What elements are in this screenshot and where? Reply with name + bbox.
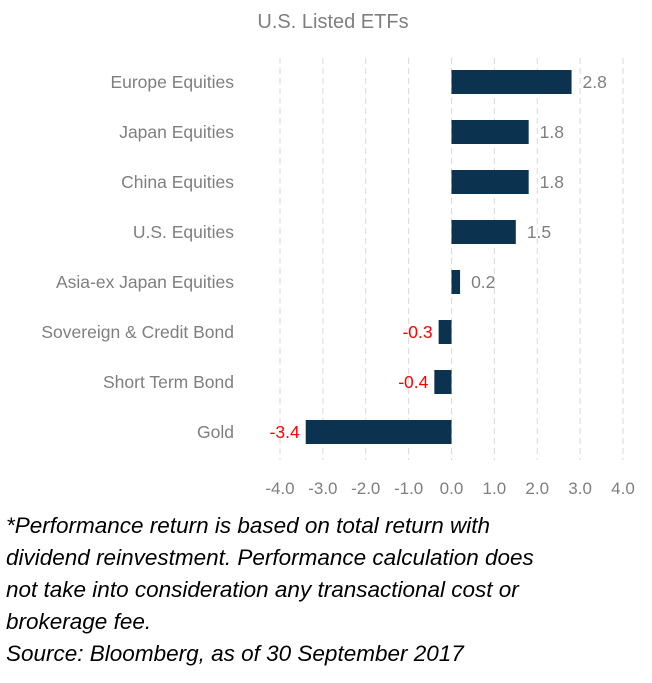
x-tick-label: -3.0	[308, 479, 337, 498]
bar	[434, 370, 452, 394]
bar	[305, 420, 452, 444]
bar-chart: U.S. Listed ETFs Europe Equities Japan Eq…	[41, 11, 634, 498]
category-label: Short Term Bond	[103, 372, 234, 392]
bar	[451, 170, 529, 194]
x-tick-label: 0.0	[440, 479, 464, 498]
footnote-line: not take into consideration any transact…	[6, 577, 519, 602]
footnote: *Performance return is based on total re…	[6, 510, 646, 670]
x-tick-label: -2.0	[351, 479, 380, 498]
footnote-line: dividend reinvestment. Performance calcu…	[6, 545, 534, 570]
x-axis-ticks: -4.0 -3.0 -2.0 -1.0 0.0 1.0 2.0 3.0 4.0	[265, 479, 634, 498]
category-label: China Equities	[121, 172, 234, 192]
bar	[451, 120, 529, 144]
source-line: Source: Bloomberg, as of 30 September 20…	[6, 641, 464, 666]
x-tick-label: -4.0	[265, 479, 294, 498]
bars	[305, 70, 572, 444]
bar	[451, 70, 572, 94]
data-label: 1.8	[540, 122, 564, 142]
category-label: U.S. Equities	[133, 222, 234, 242]
footnote-line: brokerage fee.	[6, 609, 152, 634]
x-tick-label: 1.0	[483, 479, 507, 498]
x-tick-label: 2.0	[525, 479, 549, 498]
data-label: 1.5	[527, 222, 551, 242]
category-label: Europe Equities	[110, 72, 234, 92]
bar	[438, 320, 452, 344]
data-label: -0.4	[398, 372, 428, 392]
data-label: -3.4	[270, 422, 300, 442]
x-tick-label: 3.0	[568, 479, 592, 498]
data-label: 1.8	[540, 172, 564, 192]
data-labels: 2.8 1.8 1.8 1.5 0.2 -0.3 -0.4 -3.4	[270, 72, 607, 442]
bar	[451, 220, 516, 244]
category-labels: Europe Equities Japan Equities China Equit…	[41, 72, 234, 442]
data-label: 2.8	[583, 72, 607, 92]
footnote-line: *Performance return is based on total re…	[6, 513, 490, 538]
category-label: Asia-ex Japan Equities	[56, 272, 234, 292]
x-tick-label: -1.0	[394, 479, 423, 498]
category-label: Sovereign & Credit Bond	[41, 322, 234, 342]
data-label: -0.3	[402, 322, 432, 342]
x-tick-label: 4.0	[611, 479, 635, 498]
bar	[451, 270, 461, 294]
chart-title: U.S. Listed ETFs	[257, 11, 408, 33]
data-label: 0.2	[471, 272, 495, 292]
category-label: Gold	[197, 422, 234, 442]
category-label: Japan Equities	[119, 122, 234, 142]
gridlines	[279, 58, 624, 460]
